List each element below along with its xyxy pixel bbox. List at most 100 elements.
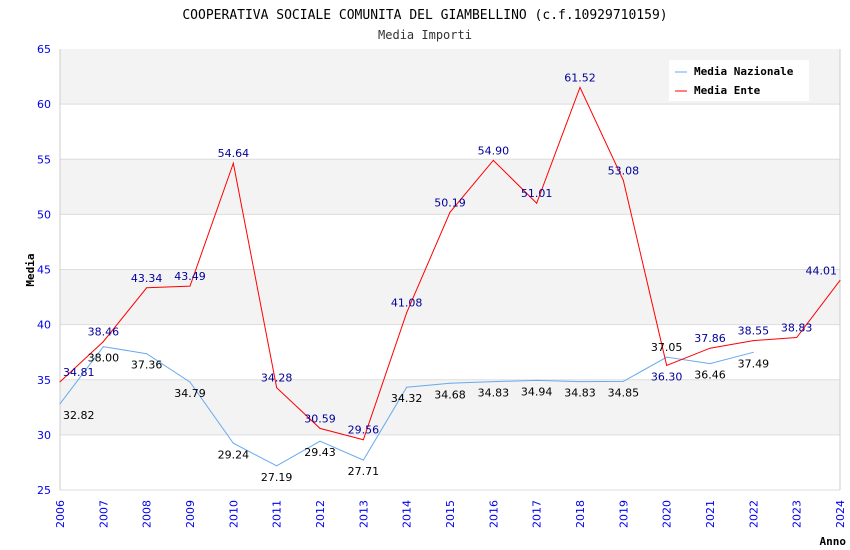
data-label: 34.83 [564,387,596,400]
data-point [59,381,61,383]
data-label: 37.86 [694,332,726,345]
x-tick-label: 2007 [97,500,110,528]
x-tick-label: 2013 [357,500,370,528]
y-tick-label: 25 [37,484,51,497]
data-point [536,379,538,381]
data-point [796,337,798,339]
grid-band [60,379,840,435]
data-label: 34.28 [261,372,293,385]
data-point [276,387,278,389]
data-point [146,353,148,355]
x-tick-label: 2011 [271,500,284,528]
data-point [622,179,624,181]
x-tick-label: 2014 [401,500,414,528]
y-tick-label: 35 [37,374,51,387]
data-label: 29.43 [304,446,336,459]
x-tick-label: 2020 [661,500,674,528]
data-point [709,347,711,349]
data-label: 34.79 [174,387,206,400]
y-tick-label: 55 [37,153,51,166]
data-point [449,211,451,213]
chart-title: COOPERATIVA SOCIALE COMUNITA DEL GIAMBEL… [182,8,667,23]
data-label: 38.00 [88,352,120,365]
data-label: 29.56 [348,424,380,437]
data-point [319,427,321,429]
x-tick-label: 2023 [791,500,804,528]
x-axis-label: Anno [820,535,847,548]
data-point [276,465,278,467]
y-axis-label: Media [24,253,37,286]
x-tick-label: 2010 [227,500,240,528]
legend: Media Nazionale Media Ente [669,60,809,101]
data-point [102,341,104,343]
data-point [146,287,148,289]
data-point [362,439,364,441]
legend-label-ente: Media Ente [694,84,761,97]
data-point [232,442,234,444]
data-label: 37.49 [738,357,770,370]
data-point [59,403,61,405]
data-point [189,381,191,383]
data-label: 34.94 [521,385,553,398]
data-label: 34.85 [608,386,640,399]
data-point [666,356,668,358]
data-label: 34.83 [478,387,510,400]
y-tick-label: 60 [37,98,51,111]
data-label: 53.08 [608,164,640,177]
x-tick-label: 2022 [747,500,760,528]
data-label: 54.90 [478,144,510,157]
data-label: 43.34 [131,272,163,285]
data-point [362,459,364,461]
data-point [189,285,191,287]
y-tick-label: 65 [37,43,51,56]
x-tick-label: 2019 [617,500,630,528]
y-tick-label: 30 [37,429,51,442]
legend-label-nazionale: Media Nazionale [694,65,794,78]
grid-band [60,269,840,325]
data-label: 38.55 [738,325,770,338]
grid-band [60,159,840,215]
data-label: 43.49 [174,270,206,283]
data-point [492,381,494,383]
data-label: 34.32 [391,392,423,405]
grid-band [60,104,840,160]
x-tick-label: 2015 [444,500,457,528]
data-point [406,312,408,314]
data-point [666,364,668,366]
data-label: 54.64 [218,147,250,160]
data-point [406,386,408,388]
chart-subtitle: Media Importi [378,28,472,42]
data-point [449,382,451,384]
data-point [579,381,581,383]
data-label: 61.52 [564,71,596,84]
data-label: 37.05 [651,341,683,354]
grid-band [60,214,840,270]
data-label: 38.46 [88,326,120,339]
x-tick-label: 2018 [574,500,587,528]
data-point [709,363,711,365]
y-tick-label: 45 [37,264,51,277]
y-tick-label: 40 [37,319,51,332]
data-label: 50.19 [434,196,466,209]
data-point [319,440,321,442]
x-tick-label: 2006 [54,500,67,528]
data-point [839,279,841,281]
data-label: 27.19 [261,471,293,484]
data-label: 32.82 [63,409,95,422]
data-point [102,346,104,348]
data-point [622,380,624,382]
data-label: 44.01 [806,264,838,277]
x-tick-label: 2012 [314,500,327,528]
y-tick-label: 50 [37,208,51,221]
x-tick-label: 2021 [704,500,717,528]
data-label: 29.24 [218,448,250,461]
data-label: 51.01 [521,187,553,200]
data-point [579,86,581,88]
data-point [536,202,538,204]
x-tick-label: 2017 [531,500,544,528]
data-point [752,340,754,342]
data-label: 34.68 [434,388,466,401]
data-point [492,159,494,161]
x-tick-label: 2009 [184,500,197,528]
